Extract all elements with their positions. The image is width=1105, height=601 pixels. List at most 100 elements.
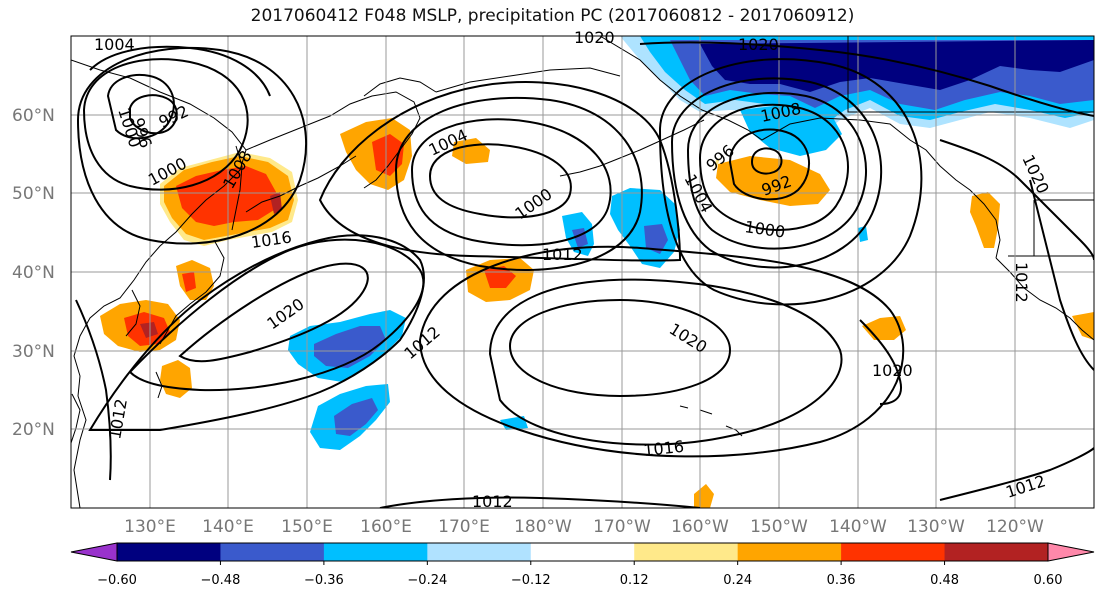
- colorbar-tick: 0.48: [930, 573, 959, 588]
- isobar-1012-asia: [75, 299, 112, 481]
- isobar-1012-south: [418, 245, 905, 458]
- isobar-1020-east: [859, 319, 902, 405]
- longitude-labels: 130°E 140°E 150°E 160°E 170°E 180°W 170°…: [124, 517, 1044, 537]
- isobar-label: 1016: [642, 437, 684, 460]
- isobar-1012-bottom: [379, 496, 701, 508]
- colorbar-segment: [117, 543, 221, 561]
- lon-label: 160°E: [360, 517, 412, 537]
- coast-asia-north: [71, 59, 247, 508]
- isobar-1016-south: [488, 278, 843, 446]
- shade-small-blue2: [500, 416, 528, 430]
- shade-low-yellow: [714, 158, 720, 172]
- lat-label: 20°N: [12, 420, 55, 440]
- colorbar-segment: [530, 543, 635, 561]
- isobar-1012-coast: [1029, 179, 1094, 371]
- coast-sakhalin: [231, 145, 243, 231]
- colorbar-tick: −0.48: [201, 573, 241, 588]
- isobar-1012-mid: [318, 81, 682, 262]
- isobar-1004: [686, 91, 867, 250]
- lon-label: 120°W: [986, 517, 1044, 537]
- colorbar-tick: −0.12: [511, 573, 551, 588]
- coast-northamerica-west: [995, 257, 1094, 341]
- shade-korea-dark: [140, 322, 158, 338]
- isobar-label: 1012: [542, 245, 583, 264]
- shade-gulf-blue: [740, 104, 842, 156]
- isobar-label: 1012: [1012, 262, 1031, 303]
- isobar-1016-east: [658, 58, 923, 306]
- lon-label: 130°E: [124, 517, 176, 537]
- colorbar-ticks: −0.60 −0.48 −0.36 −0.24 −0.12 0.12 0.24 …: [97, 573, 1062, 588]
- isobar-1012-se: [939, 447, 1094, 501]
- coast-aleutians: [559, 119, 705, 177]
- isobar-1004-west: [410, 118, 612, 247]
- isobar-1012-west: [88, 234, 425, 431]
- colorbar-segment: [634, 543, 739, 561]
- lat-label: 40°N: [12, 263, 55, 283]
- isobar-label: 1020: [738, 35, 779, 54]
- map-frame: [70, 35, 1095, 509]
- lon-label: 170°W: [593, 517, 651, 537]
- state-borders: [847, 36, 1094, 257]
- colorbar-tick: −0.60: [97, 573, 137, 588]
- isobar-low-center-996: [750, 147, 783, 175]
- isobar-1008-nw: [76, 46, 308, 245]
- latitude-labels: 60°N 50°N 40°N 30°N 20°N: [12, 106, 55, 440]
- isobar-1020-west: [178, 262, 369, 363]
- shade-wpac2-blue: [334, 398, 378, 436]
- isobar-992-nw: [129, 94, 178, 135]
- colorbar-high-extend: [1047, 542, 1095, 562]
- isobar-1000-nw: [82, 58, 249, 191]
- shade-south-orange: [694, 484, 714, 508]
- isobar-1020-south: [508, 298, 732, 398]
- isobar-label: 1020: [872, 361, 913, 380]
- colorbar-segment: [737, 543, 842, 561]
- isobar-1000: [698, 103, 849, 231]
- colorbar-tick: 0.24: [723, 573, 752, 588]
- colorbar-low-extend: [70, 542, 118, 562]
- graticule: [71, 36, 1094, 508]
- shade-japan-red: [182, 272, 196, 292]
- shade-small-blue: [858, 226, 868, 242]
- isobar-label: 1012: [472, 492, 513, 511]
- shade-midpac-blue: [644, 224, 668, 254]
- lon-label: 160°W: [671, 517, 729, 537]
- shade-wpac1-blue: [314, 326, 386, 368]
- isobar-1008-west: [394, 96, 643, 271]
- isobars: [75, 41, 1094, 508]
- lon-label: 170°E: [438, 517, 490, 537]
- lat-label: 30°N: [12, 342, 55, 362]
- colorbar-tick: −0.36: [304, 573, 344, 588]
- colorbar-segment: [323, 543, 428, 561]
- lat-label: 50°N: [12, 184, 55, 204]
- shade-okhotsk-red: [176, 166, 276, 226]
- lon-label: 140°W: [829, 517, 887, 537]
- colorbar-segment: [220, 543, 325, 561]
- coast-philippines: [71, 393, 81, 445]
- colorbar-tick: 0.36: [827, 573, 856, 588]
- colorbar-tick: 0.60: [1034, 573, 1063, 588]
- lon-label: 140°E: [202, 517, 254, 537]
- isobar-1000-west: [428, 143, 572, 219]
- colorbar: −0.60 −0.48 −0.36 −0.24 −0.12 0.12 0.24 …: [70, 542, 1095, 588]
- lat-label: 60°N: [12, 106, 55, 126]
- lon-label: 130°W: [907, 517, 965, 537]
- isobar-992: [728, 128, 811, 201]
- coast-kamchatka: [363, 77, 437, 97]
- isobar-996-nw: [106, 74, 175, 140]
- map-title: 2017060412 F048 MSLP, precipitation PC (…: [250, 6, 855, 26]
- colorbar-tick: 0.12: [620, 573, 649, 588]
- lon-label: 180°W: [514, 517, 572, 537]
- shade-east-orange3: [1072, 312, 1094, 340]
- colorbar-tick: −0.24: [407, 573, 447, 588]
- coast-alaska: [599, 36, 1001, 259]
- colorbar-segments: [117, 543, 1049, 561]
- shade-east-orange2: [970, 192, 1000, 248]
- isobar-1020-ne: [639, 41, 1094, 117]
- coast-korea: [125, 289, 141, 337]
- colorbar-segment: [841, 543, 946, 561]
- lon-label: 150°W: [750, 517, 808, 537]
- lon-label: 150°E: [281, 517, 333, 537]
- isobar-1008: [670, 77, 883, 269]
